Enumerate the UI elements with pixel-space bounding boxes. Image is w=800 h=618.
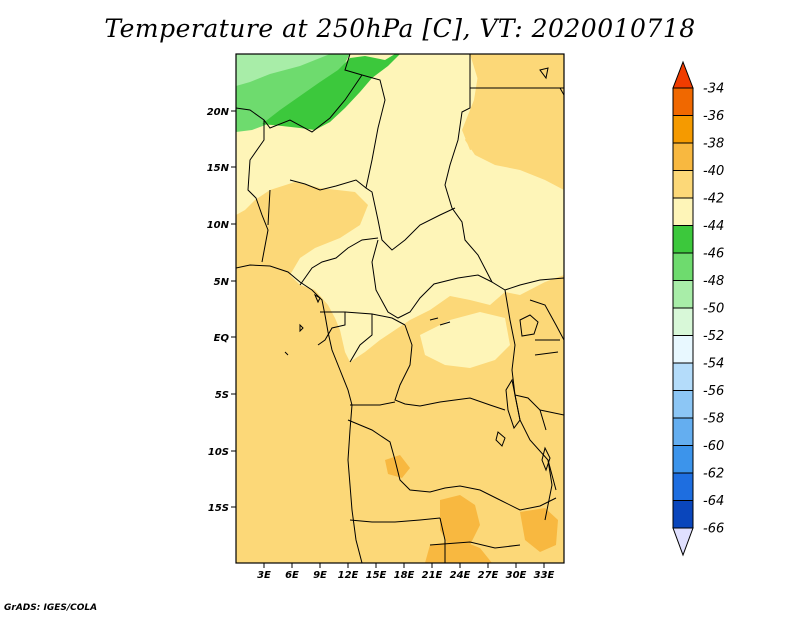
colorbar-box (672, 115, 694, 144)
grads-credit: GrADS: IGES/COLA (4, 603, 98, 613)
colorbar-box (672, 390, 694, 419)
colorbar-label: -64 (703, 494, 724, 509)
colorbar-label: -38 (703, 137, 724, 152)
field-green (262, 54, 400, 130)
colorbar-box (672, 280, 694, 309)
lon-label-6e: 6E (285, 570, 299, 581)
lat-label-10n: 10N (207, 220, 230, 231)
lon-label-18e: 18E (394, 570, 415, 581)
field-orange-south-1 (440, 495, 480, 548)
temperature-field (236, 54, 564, 563)
map-frame (235, 53, 565, 564)
colorbar-box (672, 335, 694, 364)
colorbar-box (672, 252, 694, 281)
colorbar-label: -46 (703, 247, 724, 262)
colorbar-box (672, 197, 694, 226)
field-orange-patch-west (236, 190, 320, 260)
map-title: Temperature at 250hPa [C], VT: 202001071… (104, 14, 696, 43)
lon-label-33e: 33E (534, 570, 555, 581)
lat-label-10s: 10S (208, 447, 229, 458)
latitude-labels: 20N 15N 10N 5N EQ 5S 10S 15S (207, 107, 230, 514)
field-pale-region (236, 54, 564, 362)
field-orange-south-4 (385, 455, 410, 478)
field-orange-south-2 (425, 540, 492, 563)
lat-label-5s: 5S (215, 390, 229, 401)
lat-label-15s: 15S (208, 503, 229, 514)
colorbar-box (672, 225, 694, 254)
colorbar-label: -60 (703, 439, 724, 454)
tick-marks (231, 110, 545, 568)
colorbar-label: -36 (703, 109, 724, 124)
colorbar-bottom-arrow (672, 527, 694, 557)
lon-label-21e: 21E (422, 570, 443, 581)
colorbar-box (672, 417, 694, 446)
lon-label-30e: 30E (506, 570, 527, 581)
lon-label-24e: 24E (450, 570, 471, 581)
field-pale-green (236, 54, 330, 86)
colorbar-box (672, 307, 694, 336)
lon-label-3e: 3E (257, 570, 271, 581)
colorbar-label: -58 (703, 412, 724, 427)
colorbar-label: -52 (703, 329, 724, 344)
field-orange-south-3 (520, 508, 558, 552)
colorbar-box (672, 472, 694, 501)
colorbar-labels: -34 -36 -38 -40 -42 -44 -46 -48 -50 -52 -54 -56 -58 -… (703, 82, 724, 537)
lakes-islands (284, 67, 551, 472)
colorbar-box (672, 87, 694, 116)
colorbar-box (672, 445, 694, 474)
colorbar-top-arrow (672, 60, 694, 89)
lon-label-9e: 9E (313, 570, 327, 581)
colorbar-box (672, 362, 694, 391)
colorbar-label: -54 (703, 357, 724, 372)
lat-label-20n: 20N (207, 107, 230, 118)
colorbar-label: -44 (703, 219, 724, 234)
field-pale-patch-east (420, 312, 510, 368)
country-borders (236, 54, 564, 563)
colorbar-label: -50 (703, 302, 724, 317)
colorbar-label: -66 (703, 522, 724, 537)
colorbar-box (672, 500, 694, 529)
lon-label-12e: 12E (338, 570, 359, 581)
colorbar-label: -34 (703, 82, 724, 97)
lat-label-15n: 15N (207, 163, 230, 174)
colorbar-label: -62 (703, 467, 724, 482)
colorbar-label: -40 (703, 164, 724, 179)
colorbar-label: -56 (703, 384, 724, 399)
colorbar-box (672, 170, 694, 199)
lat-label-5n: 5N (214, 277, 230, 288)
lon-label-27e: 27E (478, 570, 499, 581)
colorbar-boxes (672, 87, 694, 529)
lat-label-eq: EQ (214, 333, 230, 344)
colorbar-label: -42 (703, 192, 724, 207)
lon-label-15e: 15E (366, 570, 387, 581)
colorbar-label: -48 (703, 274, 724, 289)
longitude-labels: 3E 6E 9E 12E 15E 18E 21E 24E 27E 30E 33E (257, 570, 554, 581)
colorbar-box (672, 142, 694, 171)
colorbar: -34 -36 -38 -40 -42 -44 -46 -48 -50 -52 -54 -56 -58 -… (672, 60, 724, 557)
